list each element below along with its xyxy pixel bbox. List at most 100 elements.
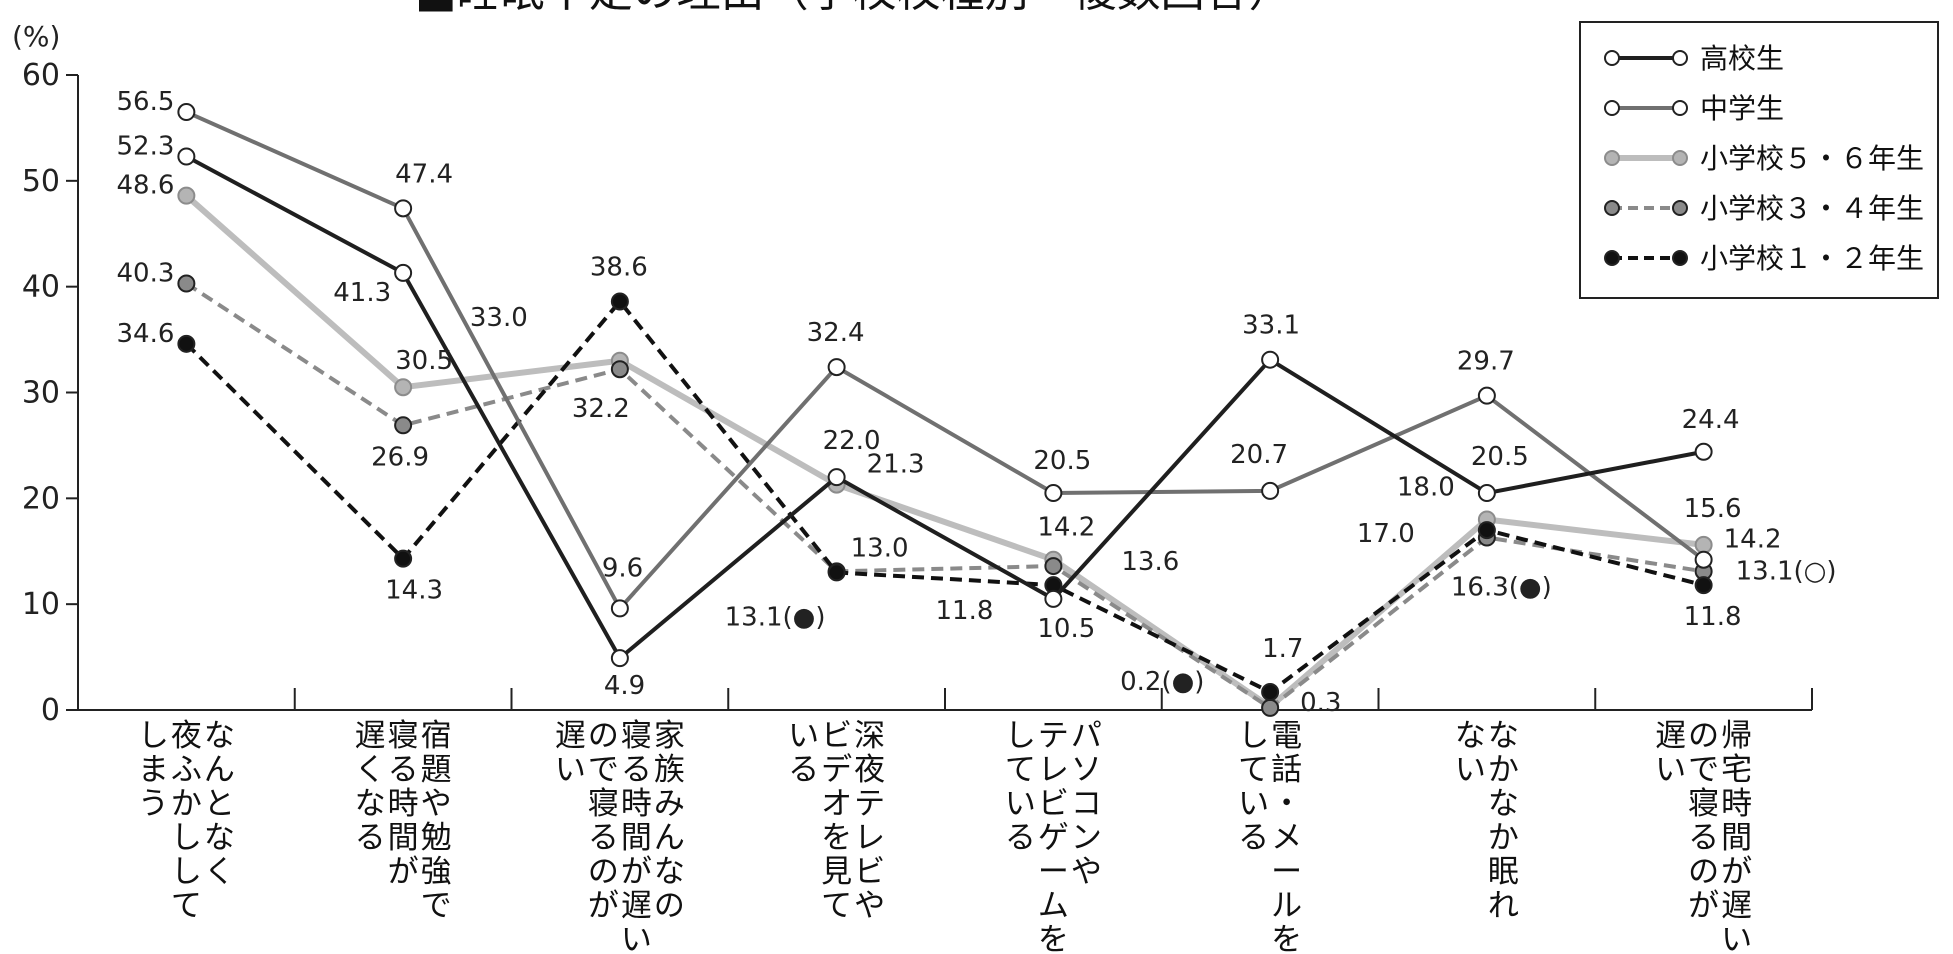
data-label: 20.5 <box>1033 446 1091 476</box>
data-point <box>394 263 413 282</box>
data-point <box>394 416 413 435</box>
category-label-line: 宿題や勉強で <box>421 718 452 924</box>
data-point <box>827 563 846 582</box>
data-point <box>1261 698 1280 717</box>
data-label: 0.3 <box>1300 688 1341 718</box>
data-label: 14.2 <box>1037 513 1095 543</box>
y-tick-label: 10 <box>22 587 60 622</box>
legend-swatch-marker <box>1604 250 1620 266</box>
data-point <box>1477 521 1496 540</box>
y-tick-label: 40 <box>22 270 60 305</box>
y-tick-label: 50 <box>22 164 60 199</box>
data-label: 21.3 <box>867 450 925 480</box>
series-5 <box>177 292 1713 702</box>
y-tick-label: 30 <box>22 376 60 411</box>
data-label: 11.8 <box>1684 602 1742 632</box>
category-label-line: 深夜テレビや <box>854 718 885 924</box>
category-label-line: テレビゲームを <box>1038 718 1069 954</box>
data-label: 17.0 <box>1357 519 1415 549</box>
data-label: 14.3 <box>385 576 443 606</box>
legend-label: 中学生 <box>1700 92 1784 125</box>
data-label: 15.6 <box>1684 494 1742 524</box>
data-label: 13.0 <box>851 533 909 563</box>
data-label: 33.0 <box>470 303 528 333</box>
y-tick-label: 60 <box>22 58 60 93</box>
data-label: 22.0 <box>823 426 881 456</box>
data-point <box>1694 576 1713 595</box>
data-label: 4.9 <box>604 671 645 701</box>
data-label: 9.6 <box>602 553 643 583</box>
series-line <box>184 299 1705 695</box>
data-point <box>1044 589 1063 608</box>
legend-swatch-marker <box>1604 150 1620 166</box>
series-line <box>185 110 1705 611</box>
legend-swatch-marker <box>1672 50 1688 66</box>
data-label: 34.6 <box>116 319 174 349</box>
data-label: 20.5 <box>1471 442 1529 472</box>
data-point <box>1694 550 1713 569</box>
legend-swatch-marker <box>1672 250 1688 266</box>
data-label: 16.3(●) <box>1451 572 1552 602</box>
category-label-line: ない <box>1455 718 1486 788</box>
data-label: 47.4 <box>395 159 453 189</box>
data-point <box>610 360 629 379</box>
data-point <box>827 468 846 487</box>
legend-swatch-marker <box>1604 100 1620 116</box>
data-label: 13.6 <box>1121 547 1179 577</box>
legend-item-4: 小学校３・４年生 <box>1604 192 1924 225</box>
y-axis-unit: (%) <box>12 20 60 53</box>
data-label: 32.4 <box>807 318 865 348</box>
y-tick-label: 0 <box>41 693 60 728</box>
data-labels: 56.5 52.3 48.6 40.3 34.6 47.4 41.3 30.5 26.9 14.3… <box>116 87 1836 718</box>
category-labels: なんとなく夜ふかししてしまう宿題や勉強で寝る時間が遅くなる家族みんなの寝る時間が… <box>138 718 1752 954</box>
category-label-line: 家族みんなの <box>654 718 685 924</box>
data-label: 29.7 <box>1457 347 1515 377</box>
data-point <box>827 358 846 377</box>
series-1 <box>177 147 1713 668</box>
category-label-line: 夜ふかしして <box>171 718 202 924</box>
category-label-line: ので寝るのが <box>588 718 619 924</box>
data-label: 52.3 <box>116 131 174 161</box>
y-tick-label: 20 <box>22 481 60 516</box>
x-axis-separators <box>293 688 1813 710</box>
data-label: 11.8 <box>935 596 993 626</box>
data-point <box>394 549 413 568</box>
legend-swatch-marker <box>1604 50 1620 66</box>
data-label: 33.1 <box>1242 311 1300 341</box>
data-label: 13.1(●) <box>725 602 826 632</box>
data-point <box>177 334 196 353</box>
category-label-line: なんとなく <box>204 718 235 890</box>
data-point <box>1044 484 1063 503</box>
data-point <box>177 103 196 122</box>
category-label-line: 電話・メールを <box>1271 718 1302 954</box>
data-point <box>177 147 196 166</box>
series-line <box>184 193 1704 710</box>
data-point <box>177 186 196 205</box>
data-label: 0.2(●) <box>1120 667 1204 697</box>
legend-swatch-marker <box>1672 100 1688 116</box>
category-label-line: ビデオを見て <box>821 718 852 924</box>
data-point <box>394 378 413 397</box>
data-point <box>1477 484 1496 503</box>
category-label-line: パソコンや <box>1071 718 1102 890</box>
data-label: 14.2 <box>1724 525 1782 555</box>
data-label: 56.5 <box>116 87 174 117</box>
data-label: 38.6 <box>590 252 648 282</box>
legend-swatch-marker <box>1672 150 1688 166</box>
data-point <box>610 649 629 668</box>
data-label: 30.5 <box>395 346 453 376</box>
category-label-line: なかなか眠れ <box>1488 718 1519 924</box>
data-label: 18.0 <box>1397 473 1455 503</box>
legend-swatch-marker <box>1604 200 1620 216</box>
data-point <box>1261 683 1280 702</box>
legend-item-5: 小学校１・２年生 <box>1604 242 1924 275</box>
y-axis-ticks: 0 10 20 30 40 50 60 <box>22 58 78 728</box>
